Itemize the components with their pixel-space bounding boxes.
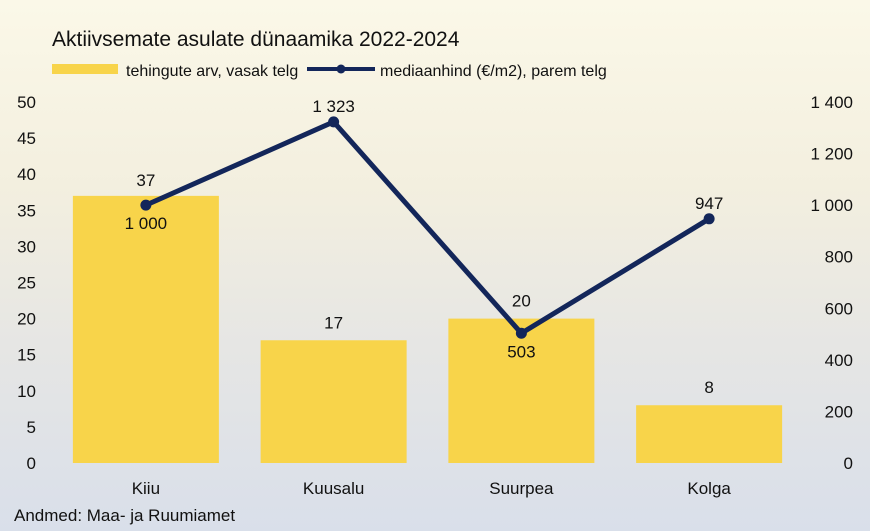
chart-title: Aktiivsemate asulate dünaamika 2022-2024 — [52, 28, 460, 51]
line-data-label: 1 000 — [125, 214, 168, 233]
y-left-tick-label: 35 — [17, 201, 36, 220]
bar-data-label: 8 — [704, 378, 713, 397]
bar — [448, 318, 595, 463]
x-category-label: Suurpea — [489, 479, 554, 498]
legend: tehingute arv, vasak telg mediaanhind (€… — [52, 63, 607, 80]
source-note: Andmed: Maa- ja Ruumiamet — [14, 506, 235, 525]
line-point — [703, 213, 715, 225]
y-right-tick-label: 1 200 — [810, 145, 853, 164]
y-left-tick-label: 40 — [17, 165, 36, 184]
y-left-tick-label: 50 — [17, 93, 36, 112]
line-data-label: 1 323 — [312, 97, 355, 116]
y-right-tick-label: 400 — [825, 351, 853, 370]
bar-data-label: 17 — [324, 313, 343, 332]
y-axis-left: 0 5 10 15 20 25 30 35 40 45 50 — [17, 93, 36, 473]
y-left-tick-label: 30 — [17, 237, 36, 256]
y-right-tick-label: 200 — [825, 402, 853, 421]
y-right-tick-label: 600 — [825, 299, 853, 318]
y-left-tick-label: 15 — [17, 346, 36, 365]
legend-label-bars: tehingute arv, vasak telg — [126, 63, 298, 80]
y-left-tick-label: 25 — [17, 274, 36, 293]
y-right-tick-label: 1 400 — [810, 93, 853, 112]
line-data-label: 947 — [695, 194, 723, 213]
y-left-tick-label: 5 — [27, 418, 36, 437]
bar — [636, 405, 783, 463]
bar-data-label: 37 — [136, 171, 155, 190]
x-category-label: Kuusalu — [303, 479, 364, 498]
y-left-tick-label: 45 — [17, 129, 36, 148]
legend-swatch-bars — [52, 64, 118, 74]
y-right-tick-label: 1 000 — [810, 196, 853, 215]
bar — [72, 195, 219, 464]
y-left-tick-label: 10 — [17, 382, 36, 401]
y-right-tick-label: 800 — [825, 248, 853, 267]
median-price-line — [144, 119, 711, 336]
line-series — [140, 116, 715, 339]
y-left-tick-label: 0 — [27, 454, 36, 473]
y-axis-right: 0 200 400 600 800 1 000 1 200 1 400 — [810, 93, 853, 473]
y-left-tick-label: 20 — [17, 310, 36, 329]
x-category-label: Kolga — [687, 479, 731, 498]
x-axis-categories: Kiiu Kuusalu Suurpea Kolga — [132, 479, 732, 498]
bar-data-labels: 37 17 20 8 — [136, 171, 713, 397]
y-right-tick-label: 0 — [844, 454, 853, 473]
line-point — [515, 327, 527, 339]
line-point — [328, 116, 340, 128]
line-data-label: 503 — [507, 342, 535, 361]
x-category-label: Kiiu — [132, 479, 160, 498]
bar-data-label: 20 — [512, 292, 531, 311]
legend-marker-line — [336, 64, 346, 74]
legend-label-line: mediaanhind (€/m2), parem telg — [380, 63, 607, 80]
line-point — [140, 199, 152, 211]
bar — [260, 340, 407, 463]
line-data-labels: 1 000 1 323 503 947 — [125, 97, 724, 361]
bar-series — [72, 195, 783, 464]
